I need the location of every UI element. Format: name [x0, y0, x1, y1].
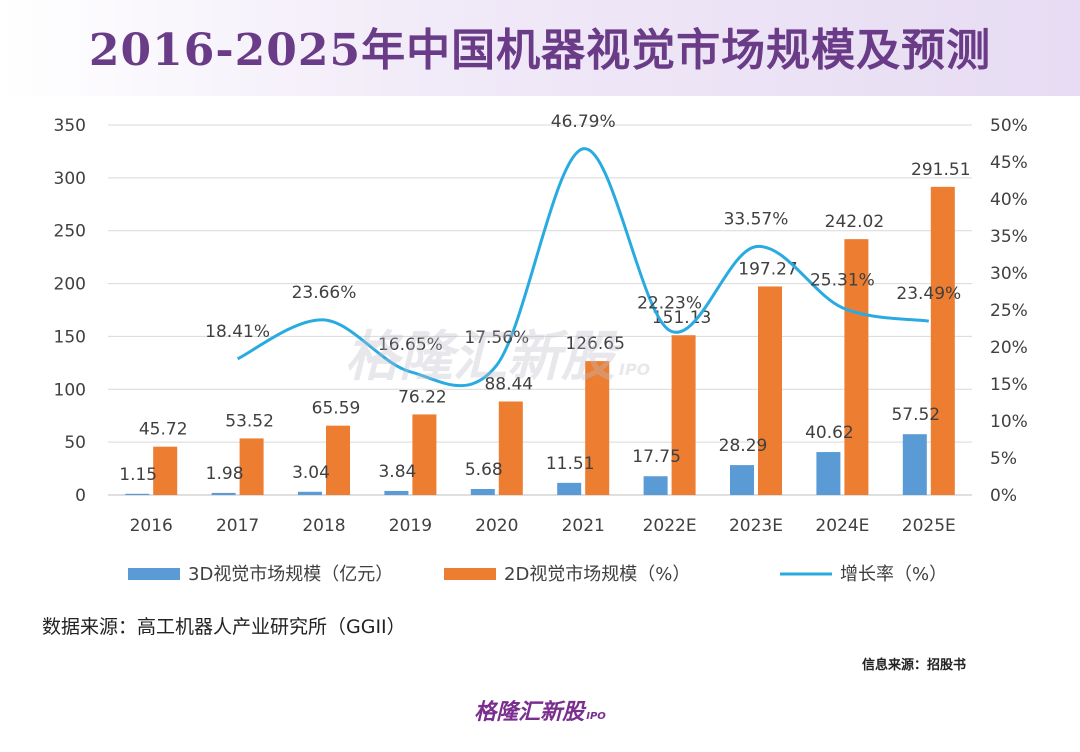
x-tick-label: 2020: [475, 516, 518, 536]
bar-2d: [239, 438, 264, 495]
data-label-2d: 76.22: [398, 387, 447, 407]
y-left-tick-label: 100: [54, 380, 86, 400]
data-label-2d: 197.27: [738, 259, 797, 279]
growth-rate-label: 25.31%: [810, 271, 875, 291]
data-label-3d: 1.98: [206, 464, 244, 484]
growth-rate-label: 23.66%: [292, 283, 357, 303]
growth-rate-label: 16.65%: [378, 335, 443, 355]
data-label-3d: 1.15: [119, 465, 157, 485]
y-right-tick-label: 15%: [990, 375, 1028, 395]
y-right-tick-label: 0%: [990, 486, 1017, 506]
y-left-tick-label: 0: [75, 486, 86, 506]
legend-label-growth: 增长率（%）: [840, 564, 947, 585]
y-right-tick-label: 25%: [990, 301, 1028, 321]
brand-logo: 格隆汇新股 IPO: [474, 700, 606, 725]
y-right-tick-label: 45%: [990, 153, 1028, 173]
x-tick-label: 2021: [562, 516, 605, 536]
bar-3d: [902, 434, 927, 495]
bar-2d: [153, 446, 178, 495]
y-left-tick-label: 200: [54, 275, 86, 295]
y-right-tick-label: 50%: [990, 116, 1028, 136]
bar-2d: [758, 286, 782, 495]
y-right-tick-label: 40%: [990, 190, 1028, 210]
data-label-3d: 57.52: [891, 405, 940, 425]
y-right-tick-label: 10%: [990, 412, 1028, 432]
bar-3d: [298, 491, 322, 495]
data-label-3d: 40.62: [805, 423, 854, 443]
bar-2d: [412, 414, 437, 495]
x-tick-label: 2017: [216, 516, 259, 536]
chart: 0 50 100 150 200 250 300 350 0% 5% 10% 15% 20% 25% 30%…: [54, 112, 1028, 585]
x-tick-label: 2022E: [643, 516, 697, 536]
data-label-3d: 3.84: [378, 462, 416, 482]
legend-label-2d: 2D视觉市场规模（%）: [504, 564, 690, 585]
x-tick-label: 2023E: [729, 516, 783, 536]
y-left-tick-label: 350: [54, 116, 86, 136]
data-label-2d: 291.51: [911, 160, 970, 180]
x-tick-label: 2019: [389, 516, 432, 536]
data-label-2d: 53.52: [225, 411, 274, 431]
y-left-tick-label: 50: [64, 433, 86, 453]
y-left-tick-label: 150: [54, 327, 86, 347]
data-source: 数据来源：高工机器人产业研究所（GGII）: [42, 616, 406, 638]
legend-swatch-2d: [444, 568, 496, 580]
bar-3d: [384, 490, 409, 495]
x-tick-label: 2018: [302, 516, 345, 536]
y-right-tick-label: 35%: [990, 227, 1028, 247]
data-label-3d: 11.51: [546, 454, 595, 474]
bar-3d: [470, 488, 495, 495]
x-tick-label: 2016: [130, 516, 173, 536]
growth-rate-label: 17.56%: [464, 328, 529, 348]
bar-3d: [211, 492, 236, 495]
bar-2d: [671, 335, 696, 495]
x-tick-label: 2024E: [815, 516, 869, 536]
bar-2d: [930, 186, 955, 496]
y-right-tick-label: 20%: [990, 338, 1028, 358]
growth-rate-label: 18.41%: [205, 322, 270, 342]
bar-3d: [557, 482, 582, 495]
info-source: 信息来源：招股书: [862, 658, 967, 673]
bar-2d: [844, 239, 869, 495]
bar-3d: [816, 452, 841, 495]
growth-rate-label: 33.57%: [724, 210, 789, 230]
x-tick-label: 2025E: [902, 516, 956, 536]
chart-title: 2016-2025年中国机器视觉市场规模及预测: [88, 25, 992, 76]
data-label-2d: 45.72: [139, 420, 188, 440]
y-left-tick-label: 300: [54, 169, 86, 189]
bar-2d: [585, 361, 610, 495]
data-label-3d: 3.04: [292, 463, 330, 483]
data-label-2d: 151.13: [652, 308, 711, 328]
bar-3d: [730, 465, 754, 495]
data-label-3d: 17.75: [632, 447, 681, 467]
data-label-3d: 5.68: [465, 460, 503, 480]
title-band: [0, 0, 1080, 96]
bar-2d: [326, 425, 350, 495]
bar-3d: [643, 476, 668, 495]
legend-label-3d: 3D视觉市场规模（亿元）: [188, 564, 393, 585]
y-right-tick-label: 30%: [990, 264, 1028, 284]
bar-2d: [498, 401, 523, 495]
data-label-2d: 242.02: [825, 212, 884, 232]
data-label-2d: 88.44: [484, 375, 533, 395]
data-label-3d: 28.29: [719, 436, 768, 456]
growth-rate-label: 22.23%: [637, 293, 702, 313]
growth-rate-line: [236, 147, 930, 388]
data-label-2d: 65.59: [312, 399, 361, 419]
growth-rate-label: 46.79%: [551, 112, 616, 132]
y-left-tick-label: 250: [54, 222, 86, 242]
bar-3d: [125, 493, 150, 495]
y-right-tick-label: 5%: [990, 449, 1017, 469]
growth-rate-label: 23.49%: [896, 284, 961, 304]
data-label-2d: 126.65: [565, 334, 624, 354]
legend-swatch-3d: [128, 568, 180, 580]
